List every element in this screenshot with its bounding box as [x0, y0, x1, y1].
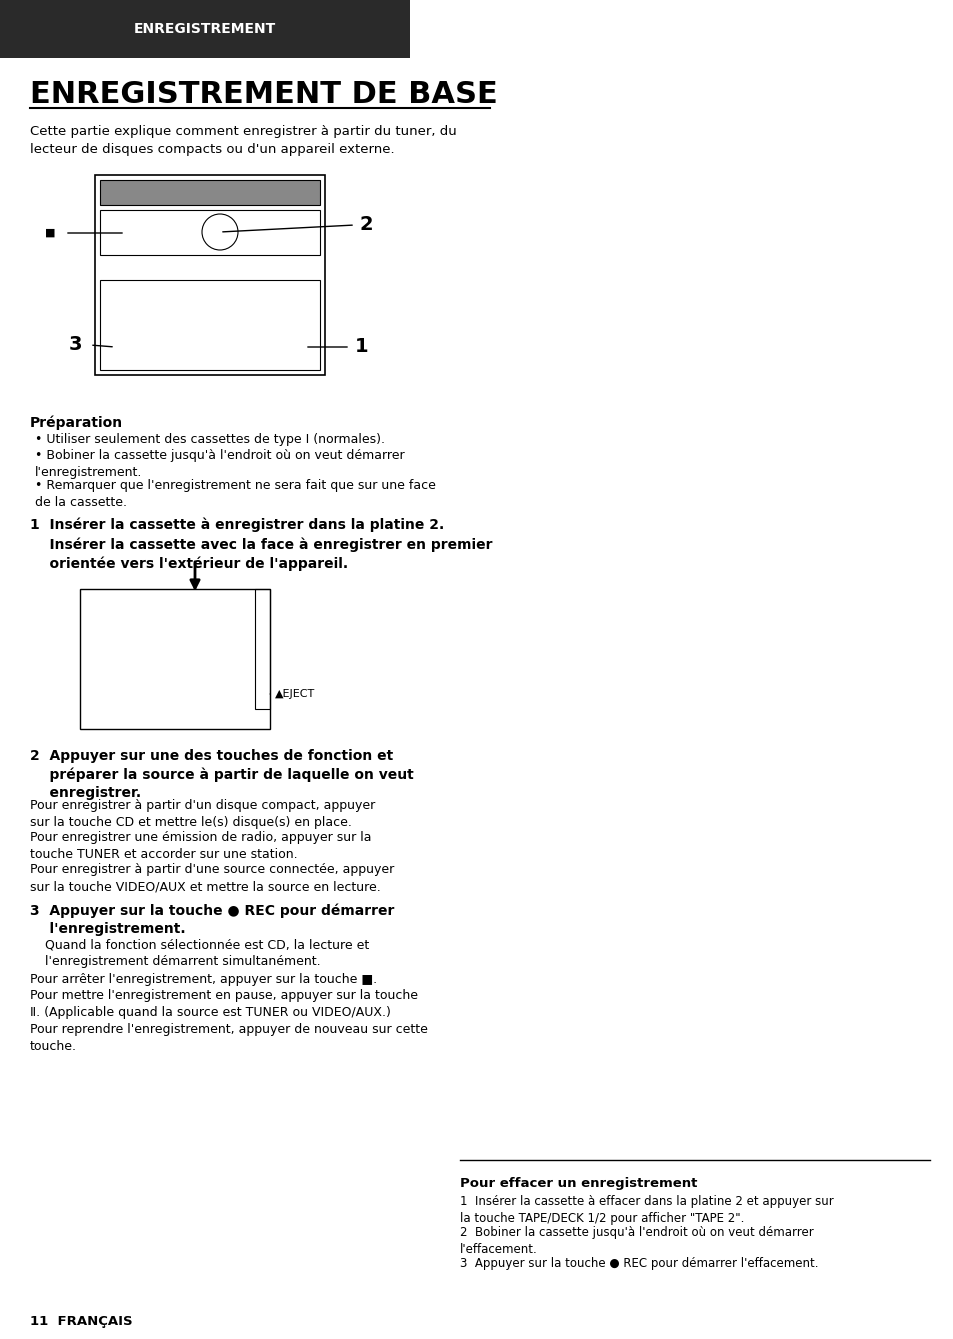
FancyBboxPatch shape: [0, 0, 410, 58]
Text: 2  Appuyer sur une des touches de fonction et
    préparer la source à partir de: 2 Appuyer sur une des touches de fonctio…: [30, 749, 414, 801]
Bar: [80, 589, 270, 728]
Bar: [100, 179, 319, 205]
Text: Insérer la cassette avec la face à enregistrer en premier
    orientée vers l'ex: Insérer la cassette avec la face à enreg…: [30, 537, 492, 570]
Text: 2  Bobiner la cassette jusqu'à l'endroit où on veut démarrer
l'effacement.: 2 Bobiner la cassette jusqu'à l'endroit …: [459, 1227, 813, 1256]
Text: ▲EJECT: ▲EJECT: [274, 690, 314, 699]
Text: 3  Appuyer sur la touche ● REC pour démarrer
    l'enregistrement.: 3 Appuyer sur la touche ● REC pour démar…: [30, 902, 394, 936]
Bar: [100, 280, 319, 370]
Text: Quand la fonction sélectionnée est CD, la lecture et
l'enregistrement démarrent : Quand la fonction sélectionnée est CD, l…: [45, 939, 369, 968]
Text: • Utiliser seulement des cassettes de type I (normales).: • Utiliser seulement des cassettes de ty…: [35, 432, 385, 446]
Bar: [254, 589, 270, 708]
Text: 3  Appuyer sur la touche ● REC pour démarrer l'effacement.: 3 Appuyer sur la touche ● REC pour démar…: [459, 1257, 818, 1269]
Bar: [100, 210, 319, 254]
Text: Pour mettre l'enregistrement en pause, appuyer sur la touche
Ⅱ. (Applicable quan: Pour mettre l'enregistrement en pause, a…: [30, 990, 428, 1052]
Text: Pour enregistrer à partir d'une source connectée, appuyer
sur la touche VIDEO/AU: Pour enregistrer à partir d'une source c…: [30, 864, 394, 893]
Text: Préparation: Préparation: [30, 415, 123, 430]
Text: ■: ■: [45, 228, 55, 238]
Text: 1  Insérer la cassette à enregistrer dans la platine 2.: 1 Insérer la cassette à enregistrer dans…: [30, 517, 444, 532]
Text: 1: 1: [355, 337, 368, 356]
Text: Pour effacer un enregistrement: Pour effacer un enregistrement: [459, 1177, 697, 1190]
Text: ENREGISTREMENT DE BASE: ENREGISTREMENT DE BASE: [30, 80, 497, 108]
Bar: [95, 175, 325, 375]
Text: ENREGISTREMENT: ENREGISTREMENT: [133, 21, 275, 36]
Text: 1  Insérer la cassette à effacer dans la platine 2 et appuyer sur
la touche TAPE: 1 Insérer la cassette à effacer dans la …: [459, 1194, 833, 1225]
Text: Pour arrêter l'enregistrement, appuyer sur la touche ■.: Pour arrêter l'enregistrement, appuyer s…: [30, 973, 376, 986]
Text: Cette partie explique comment enregistrer à partir du tuner, du
lecteur de disqu: Cette partie explique comment enregistre…: [30, 125, 456, 157]
Text: 2: 2: [359, 216, 374, 234]
Text: Pour enregistrer une émission de radio, appuyer sur la
touche TUNER et accorder : Pour enregistrer une émission de radio, …: [30, 832, 371, 861]
Text: 11  FRANÇAIS: 11 FRANÇAIS: [30, 1315, 132, 1328]
Text: 3: 3: [69, 336, 82, 355]
Text: Pour enregistrer à partir d'un disque compact, appuyer
sur la touche CD et mettr: Pour enregistrer à partir d'un disque co…: [30, 799, 375, 829]
Text: • Bobiner la cassette jusqu'à l'endroit où on veut démarrer
l'enregistrement.: • Bobiner la cassette jusqu'à l'endroit …: [35, 449, 404, 479]
Text: • Remarquer que l'enregistrement ne sera fait que sur une face
de la cassette.: • Remarquer que l'enregistrement ne sera…: [35, 479, 436, 509]
